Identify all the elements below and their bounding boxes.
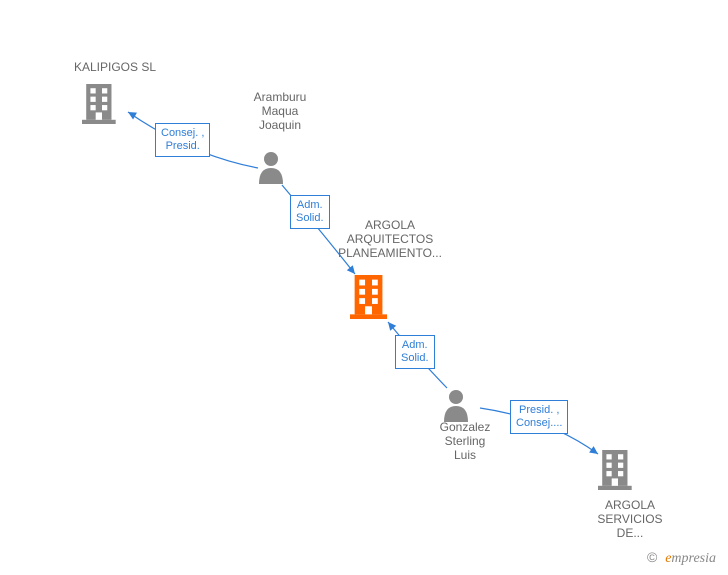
node-label: KALIPIGOS SL bbox=[55, 60, 175, 74]
edge-label: Presid. , Consej.... bbox=[510, 400, 568, 434]
node-label: Aramburu Maqua Joaquin bbox=[230, 90, 330, 132]
edge-arrowhead bbox=[347, 265, 355, 274]
person-icon[interactable] bbox=[259, 152, 283, 184]
node-label: Gonzalez Sterling Luis bbox=[415, 420, 515, 462]
building-icon[interactable] bbox=[350, 275, 387, 319]
node-label: ARGOLA ARQUITECTOS PLANEAMIENTO... bbox=[310, 218, 470, 260]
edge-label: Adm. Solid. bbox=[395, 335, 435, 369]
edge-label: Consej. , Presid. bbox=[155, 123, 210, 157]
edge-arrowhead bbox=[388, 322, 396, 331]
edge-arrowhead bbox=[589, 446, 598, 454]
edge-arrowhead bbox=[128, 112, 137, 119]
watermark: © empresia bbox=[647, 549, 716, 567]
brand-rest: mpresia bbox=[671, 551, 716, 566]
building-icon[interactable] bbox=[598, 450, 632, 490]
person-icon[interactable] bbox=[444, 390, 468, 422]
diagram-canvas bbox=[0, 0, 728, 575]
node-label: ARGOLA SERVICIOS DE... bbox=[570, 498, 690, 540]
copyright-symbol: © bbox=[647, 549, 657, 565]
building-icon[interactable] bbox=[82, 84, 116, 124]
